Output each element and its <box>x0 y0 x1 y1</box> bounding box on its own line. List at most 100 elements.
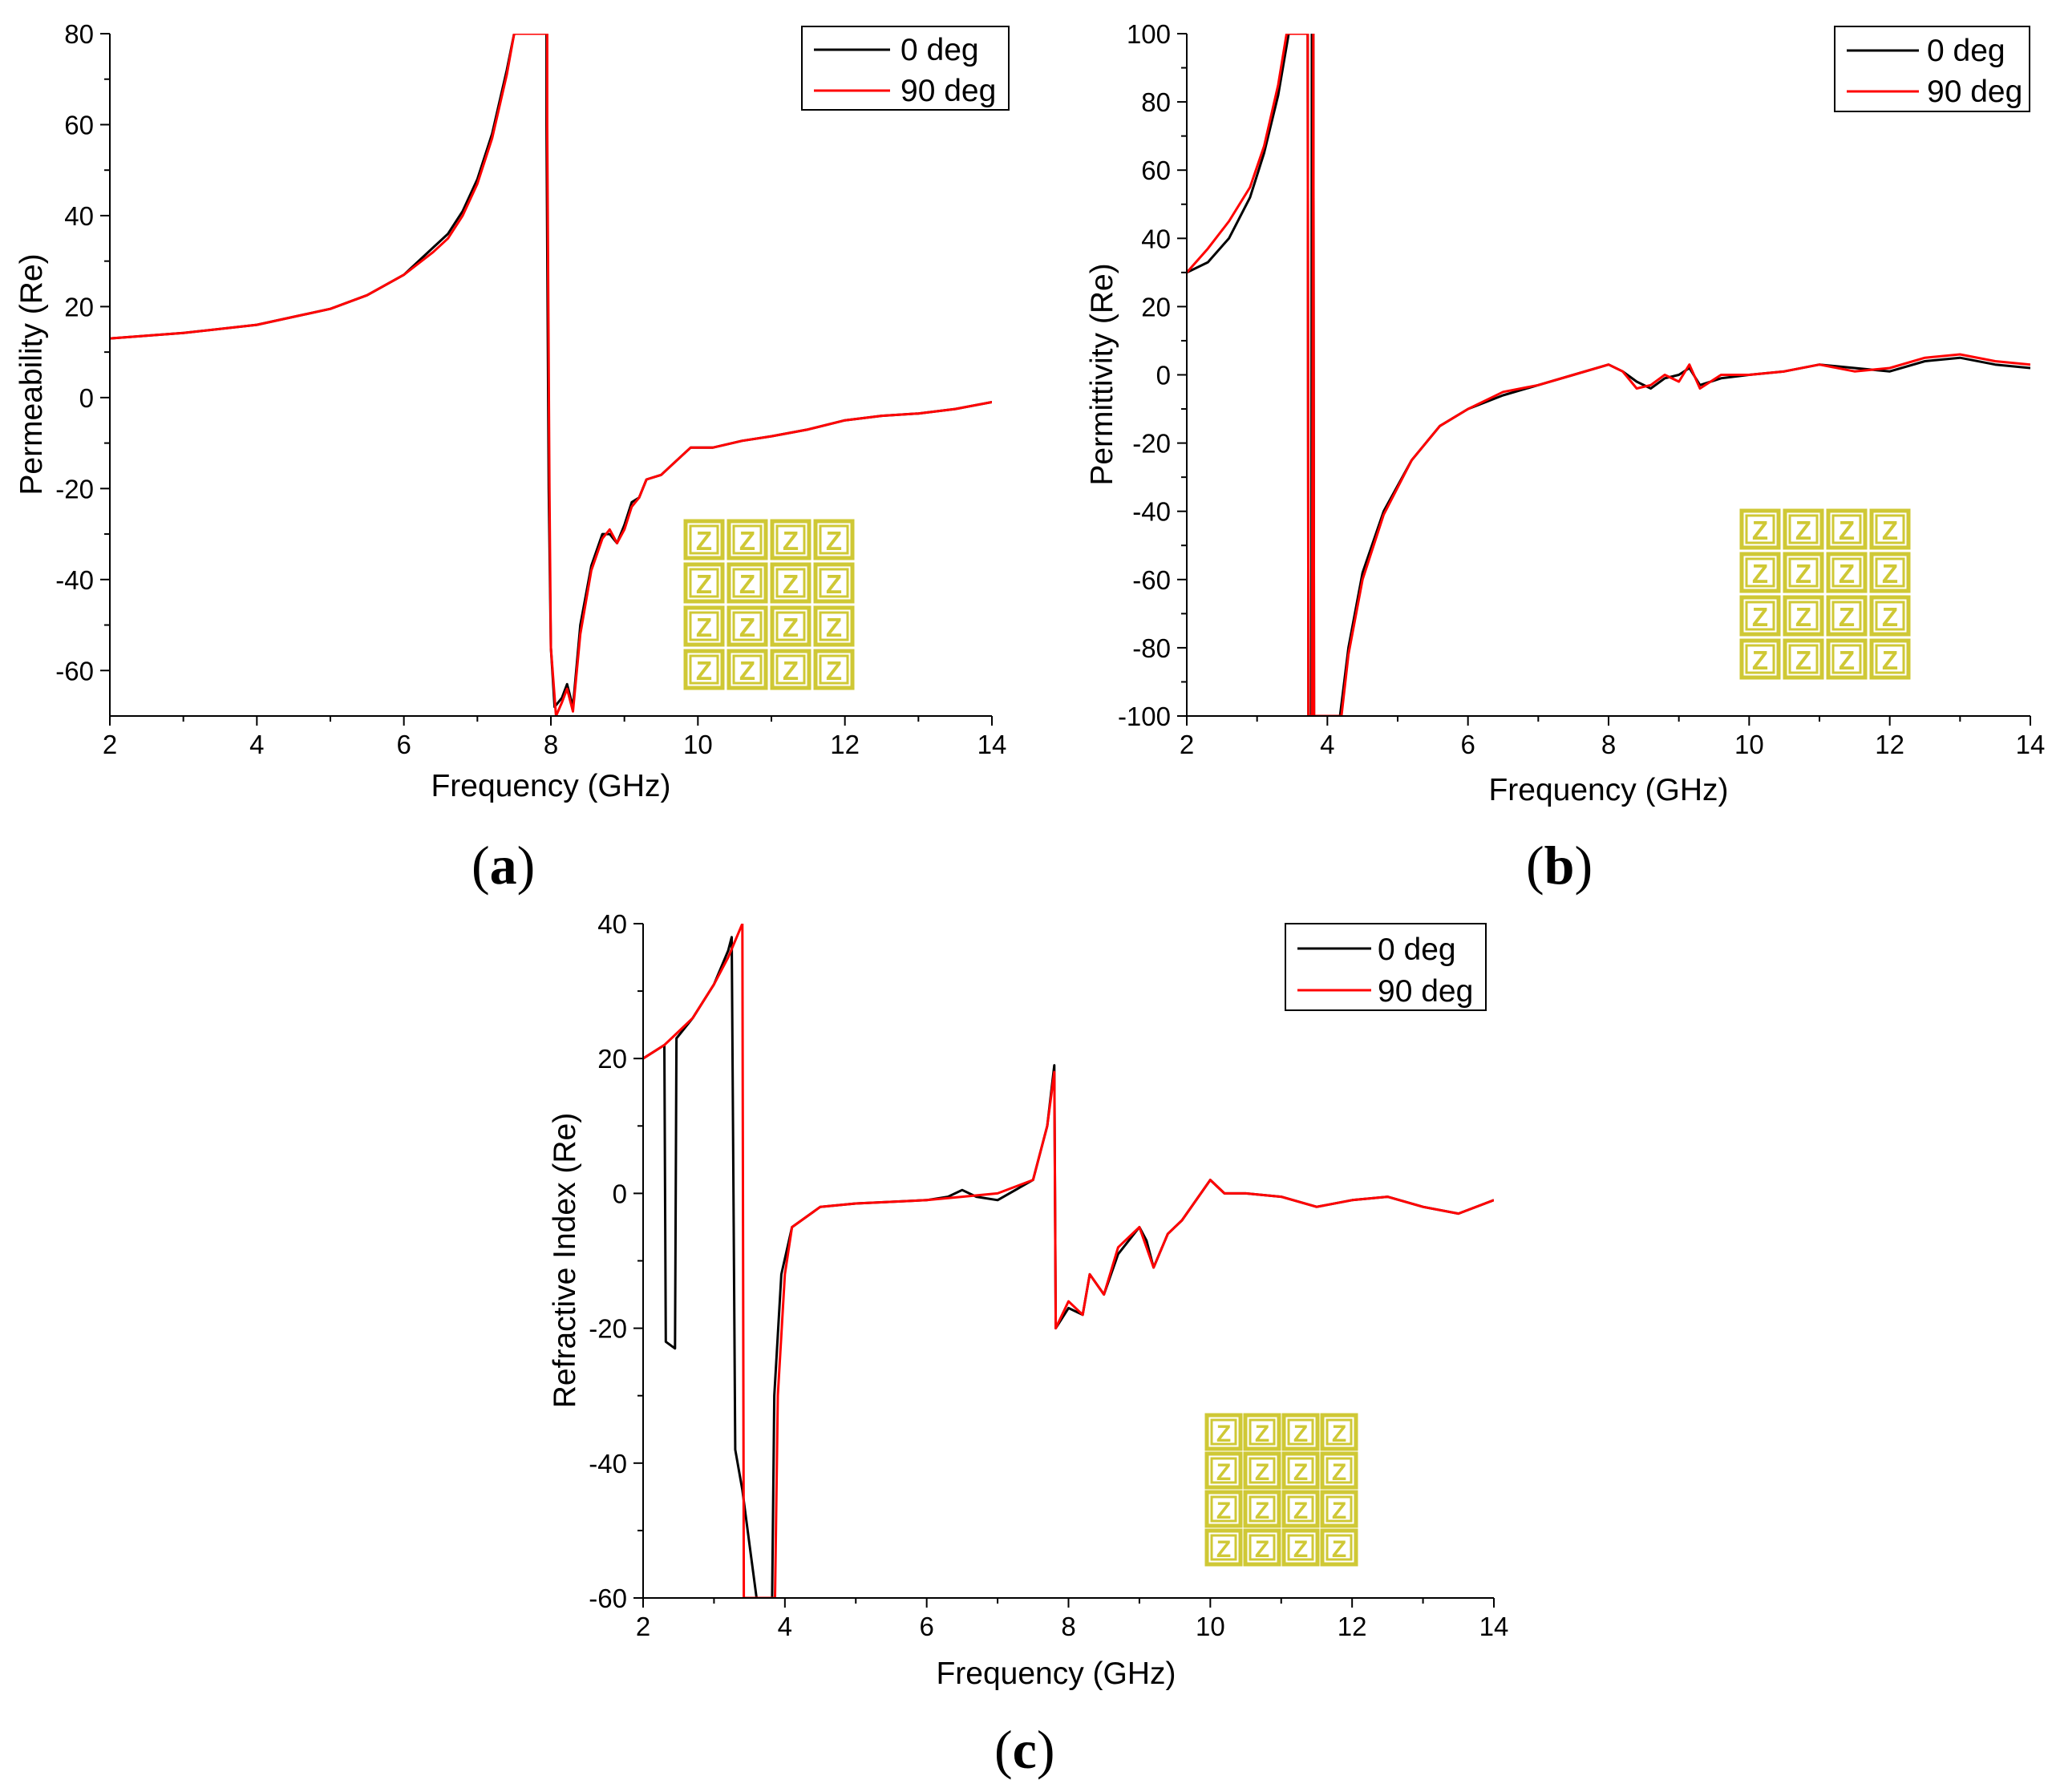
x-axis-title: Frequency (GHz) <box>431 769 670 803</box>
unit-cell-outer-ring <box>813 562 855 604</box>
y-tick-label: 60 <box>1141 156 1171 185</box>
unit-cell: Z <box>1204 1528 1243 1567</box>
y-tick-label: -100 <box>1118 702 1171 731</box>
unit-cell-inner-ring <box>775 654 806 685</box>
y-tick-label: -80 <box>1132 633 1171 663</box>
panel-label-b: (b) <box>1526 835 1593 896</box>
unit-cell-inner-ring <box>1745 644 1775 674</box>
x-tick-label: 4 <box>1320 730 1334 759</box>
x-tick-label: 8 <box>1601 730 1616 759</box>
unit-cell-inner-ring <box>689 568 719 598</box>
unit-cell-z-glyph: Z <box>1255 1459 1269 1486</box>
unit-cell-inner-ring <box>1287 1418 1314 1446</box>
unit-cell-outer-ring <box>1243 1413 1281 1451</box>
unit-cell-outer-ring <box>1243 1451 1281 1490</box>
unit-cell-z-glyph: Z <box>1795 645 1811 675</box>
series-line-90deg <box>643 924 1494 1598</box>
unit-cell-inner-ring <box>1745 601 1775 631</box>
unit-cell-outer-ring <box>1739 638 1781 680</box>
unit-cell-z-glyph: Z <box>826 569 842 599</box>
unit-cell: Z <box>770 649 811 690</box>
x-tick-label: 14 <box>2016 730 2046 759</box>
unit-cell-z-glyph: Z <box>1332 1498 1346 1524</box>
metamaterial-inset: Z Z Z ZZ Z Z ZZ Z Z ZZ Z Z Z <box>1204 1413 1358 1567</box>
unit-cell-inner-ring <box>775 568 806 598</box>
unit-cell-outer-ring <box>1826 595 1868 637</box>
unit-cell-outer-ring <box>1826 508 1868 550</box>
unit-cell-inner-ring <box>732 568 763 598</box>
unit-cell-inner-ring <box>1831 601 1862 631</box>
y-axis-title: Permeability (Re) <box>14 253 49 495</box>
unit-cell-inner-ring <box>1875 644 1905 674</box>
unit-cell-inner-ring <box>1287 1534 1314 1561</box>
unit-cell: Z <box>1281 1490 1320 1528</box>
unit-cell: Z <box>770 519 811 560</box>
unit-cell-z-glyph: Z <box>1255 1536 1269 1563</box>
unit-cell-inner-ring <box>1831 514 1862 544</box>
unit-cell-z-glyph: Z <box>1752 559 1768 589</box>
unit-cell-z-glyph: Z <box>696 613 712 642</box>
unit-cell-outer-ring <box>813 649 855 690</box>
unit-cell-z-glyph: Z <box>1216 1498 1231 1524</box>
unit-cell: Z <box>813 562 855 604</box>
unit-cell-z-glyph: Z <box>739 613 755 642</box>
unit-cell-z-glyph: Z <box>1216 1421 1231 1447</box>
unit-cell-outer-ring <box>1320 1528 1358 1567</box>
unit-cell: Z <box>1826 508 1868 550</box>
unit-cell-inner-ring <box>1745 514 1775 544</box>
unit-cell-outer-ring <box>1783 508 1824 550</box>
unit-cell-outer-ring <box>726 519 768 560</box>
unit-cell: Z <box>1783 638 1824 680</box>
unit-cell: Z <box>813 605 855 647</box>
panel-label-c: (c) <box>994 1719 1055 1780</box>
unit-cell-z-glyph: Z <box>1839 559 1855 589</box>
unit-cell-outer-ring <box>813 605 855 647</box>
y-tick-label: 20 <box>64 292 94 322</box>
x-tick-label: 4 <box>778 1612 792 1641</box>
unit-cell-outer-ring <box>1739 595 1781 637</box>
y-tick-label: 20 <box>597 1044 627 1074</box>
y-tick-label: 20 <box>1141 292 1171 322</box>
unit-cell-inner-ring <box>819 611 849 641</box>
panel-a-plot-area: 2 4 6 8 10 12 14 -60 -40 -20 0 20 40 60 80 Frequency (G… <box>14 19 1006 803</box>
y-tick-label: 40 <box>1141 224 1171 253</box>
unit-cell-z-glyph: Z <box>1332 1459 1346 1486</box>
metamaterial-inset: Z Z Z ZZ Z Z ZZ Z Z ZZ Z Z Z <box>1739 508 1911 680</box>
unit-cell-z-glyph: Z <box>1216 1459 1231 1486</box>
unit-cell-outer-ring <box>1783 595 1824 637</box>
panel-a: 2 4 6 8 10 12 14 -60 -40 -20 0 20 40 60 80 Frequency (G… <box>14 19 1010 896</box>
unit-cell: Z <box>1281 1528 1320 1567</box>
unit-cell: Z <box>1783 595 1824 637</box>
unit-cell-outer-ring <box>1869 595 1911 637</box>
unit-cell-inner-ring <box>1875 557 1905 588</box>
unit-cell: Z <box>1243 1413 1281 1451</box>
unit-cell: Z <box>683 649 725 690</box>
unit-cell-outer-ring <box>1826 638 1868 680</box>
unit-cell-outer-ring <box>1869 508 1911 550</box>
x-tick-label: 14 <box>977 730 1007 759</box>
metamaterial-inset: Z Z Z ZZ Z Z ZZ Z Z ZZ Z Z Z <box>683 519 855 690</box>
unit-cell: Z <box>683 519 725 560</box>
y-tick-label: 0 <box>613 1179 627 1208</box>
legend-label-90deg: 90 deg <box>1378 974 1473 1009</box>
unit-cell-z-glyph: Z <box>1293 1536 1308 1563</box>
series-group <box>643 924 1494 1598</box>
unit-cell-outer-ring <box>770 562 811 604</box>
unit-cell: Z <box>1281 1451 1320 1490</box>
unit-cell-z-glyph: Z <box>783 656 799 686</box>
x-axis-title: Frequency (GHz) <box>936 1656 1176 1691</box>
unit-cell-outer-ring <box>1783 552 1824 593</box>
y-tick-label: -40 <box>589 1449 627 1479</box>
unit-cell: Z <box>1739 552 1781 593</box>
unit-cell-z-glyph: Z <box>783 526 799 556</box>
panel-c: 2 4 6 8 10 12 14 -60 -40 -20 0 20 40 Frequency (GHz) R… <box>548 909 1508 1780</box>
unit-cell-z-glyph: Z <box>739 569 755 599</box>
unit-cell-outer-ring <box>1281 1490 1320 1528</box>
unit-cell-inner-ring <box>1326 1418 1353 1446</box>
unit-cell-inner-ring <box>689 524 719 555</box>
unit-cell-inner-ring <box>1287 1495 1314 1523</box>
unit-cell-outer-ring <box>1869 638 1911 680</box>
unit-cell: Z <box>1869 552 1911 593</box>
x-tick-label: 6 <box>1460 730 1475 759</box>
unit-cell-inner-ring <box>1831 644 1862 674</box>
